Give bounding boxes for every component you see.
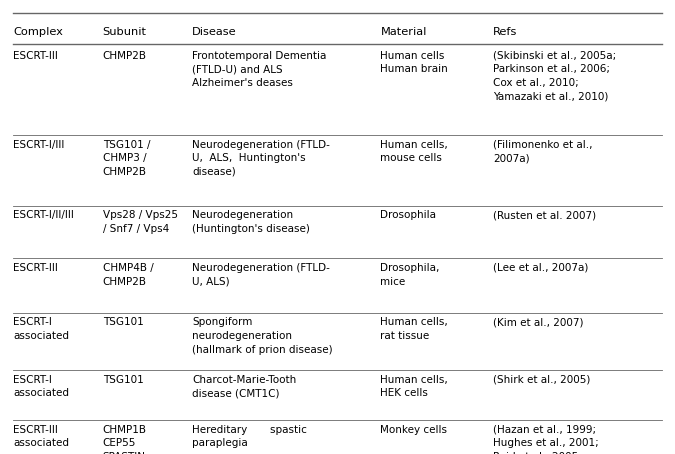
Text: Monkey cells: Monkey cells — [381, 424, 448, 434]
Text: (Skibinski et al., 2005a;
Parkinson et al., 2006;
Cox et al., 2010;
Yamazaki et : (Skibinski et al., 2005a; Parkinson et a… — [493, 51, 616, 102]
Text: TSG101: TSG101 — [103, 375, 143, 385]
Text: ESCRT-III: ESCRT-III — [14, 263, 58, 273]
Text: Human cells,
HEK cells: Human cells, HEK cells — [381, 375, 448, 399]
Text: CHMP2B: CHMP2B — [103, 51, 146, 61]
Text: Human cells
Human brain: Human cells Human brain — [381, 51, 448, 74]
Text: Drosophila,
mice: Drosophila, mice — [381, 263, 440, 286]
Text: Human cells,
mouse cells: Human cells, mouse cells — [381, 140, 448, 163]
Text: CHMP4B /
CHMP2B: CHMP4B / CHMP2B — [103, 263, 153, 286]
Text: (Hazan et al., 1999;
Hughes et al., 2001;
Reid et al., 2005;
Sagona et al., 2010: (Hazan et al., 1999; Hughes et al., 2001… — [493, 424, 599, 454]
Text: (Shirk et al., 2005): (Shirk et al., 2005) — [493, 375, 591, 385]
Text: TSG101: TSG101 — [103, 317, 143, 327]
Text: Charcot-Marie-Tooth
disease (CMT1C): Charcot-Marie-Tooth disease (CMT1C) — [192, 375, 296, 399]
Text: ESCRT-I/II/III: ESCRT-I/II/III — [14, 210, 74, 220]
Text: Material: Material — [381, 26, 427, 37]
Text: Neurodegeneration (FTLD-
U, ALS): Neurodegeneration (FTLD- U, ALS) — [192, 263, 330, 286]
Text: ESCRT-III
associated: ESCRT-III associated — [14, 424, 70, 448]
Text: Vps28 / Vps25
/ Snf7 / Vps4: Vps28 / Vps25 / Snf7 / Vps4 — [103, 210, 178, 234]
Text: Complex: Complex — [14, 26, 63, 37]
Text: Disease: Disease — [192, 26, 237, 37]
Text: Frontotemporal Dementia
(FTLD-U) and ALS
Alzheimer's deases: Frontotemporal Dementia (FTLD-U) and ALS… — [192, 51, 326, 88]
Text: (Kim et al., 2007): (Kim et al., 2007) — [493, 317, 583, 327]
Text: Refs: Refs — [493, 26, 517, 37]
Text: Human cells,
rat tissue: Human cells, rat tissue — [381, 317, 448, 341]
Text: (Filimonenko et al.,
2007a): (Filimonenko et al., 2007a) — [493, 140, 593, 163]
Text: TSG101 /
CHMP3 /
CHMP2B: TSG101 / CHMP3 / CHMP2B — [103, 140, 150, 177]
Text: ESCRT-III: ESCRT-III — [14, 51, 58, 61]
Text: ESCRT-I
associated: ESCRT-I associated — [14, 317, 70, 341]
Text: ESCRT-I/III: ESCRT-I/III — [14, 140, 65, 150]
Text: Neurodegeneration
(Huntington's disease): Neurodegeneration (Huntington's disease) — [192, 210, 310, 234]
Text: CHMP1B
CEP55
SPASTIN: CHMP1B CEP55 SPASTIN — [103, 424, 146, 454]
Text: (Rusten et al. 2007): (Rusten et al. 2007) — [493, 210, 596, 220]
Text: (Lee et al., 2007a): (Lee et al., 2007a) — [493, 263, 589, 273]
Text: Hereditary       spastic
paraplegia: Hereditary spastic paraplegia — [192, 424, 307, 448]
Text: ESCRT-I
associated: ESCRT-I associated — [14, 375, 70, 399]
Text: Drosophila: Drosophila — [381, 210, 437, 220]
Text: Subunit: Subunit — [103, 26, 146, 37]
Text: Spongiform
neurodegeneration
(hallmark of prion disease): Spongiform neurodegeneration (hallmark o… — [192, 317, 333, 355]
Text: Neurodegeneration (FTLD-
U,  ALS,  Huntington's
disease): Neurodegeneration (FTLD- U, ALS, Hunting… — [192, 140, 330, 177]
